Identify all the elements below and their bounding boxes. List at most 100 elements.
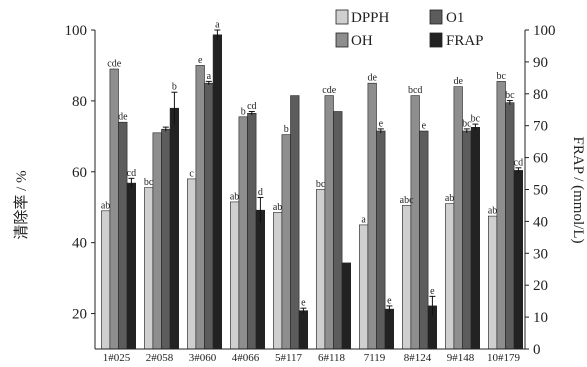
y2-tick-label: 30 bbox=[533, 246, 548, 262]
x-tick-label: 8#124 bbox=[404, 352, 432, 364]
legend-swatch-oh bbox=[335, 32, 349, 48]
sig-label-oh-1: cde bbox=[107, 59, 121, 70]
sig-label-frap-8: e bbox=[430, 286, 435, 297]
sig-label-dpph-10: ab bbox=[488, 206, 497, 217]
bar-dpph-5 bbox=[272, 212, 283, 350]
bar-frap-7 bbox=[384, 308, 395, 350]
sig-label-oh-4: b bbox=[241, 106, 246, 117]
y-tick-label: 40 bbox=[72, 236, 87, 252]
sig-label-oh-7: de bbox=[367, 73, 377, 84]
sig-label-o1-1: de bbox=[118, 112, 128, 123]
x-tick-label: 10#179 bbox=[487, 352, 521, 364]
x-tick-label: 7119 bbox=[364, 352, 386, 364]
y-axis-label: 清除率 / % bbox=[13, 170, 30, 239]
bar-dpph-7 bbox=[358, 224, 369, 350]
bar-dpph-10 bbox=[487, 215, 498, 350]
y2-tick-label: 0 bbox=[533, 342, 541, 358]
sig-label-o1-7: e bbox=[379, 118, 384, 129]
x-tick-label: 5#117 bbox=[275, 352, 303, 364]
bar-o1-7 bbox=[376, 130, 386, 350]
sig-label-oh-6: cde bbox=[322, 85, 336, 96]
y2-tick-label: 100 bbox=[533, 23, 556, 39]
bar-oh-7 bbox=[367, 82, 377, 350]
bar-dpph-9 bbox=[444, 203, 455, 350]
bar-oh-6 bbox=[324, 95, 334, 350]
bar-dpph-6 bbox=[315, 189, 326, 350]
sig-label-oh-3: e bbox=[198, 55, 203, 66]
bar-frap-2 bbox=[169, 107, 180, 350]
bar-o1-4 bbox=[247, 113, 257, 350]
y-tick-label: 20 bbox=[72, 307, 87, 323]
sig-label-oh-5: b bbox=[284, 124, 289, 135]
sig-label-o1-3: a bbox=[207, 71, 212, 82]
bar-o1-5 bbox=[290, 95, 300, 350]
sig-label-dpph-8: abc bbox=[400, 195, 414, 206]
sig-label-frap-4: d bbox=[258, 187, 263, 198]
y2-tick-label: 20 bbox=[533, 278, 548, 294]
bar-o1-10 bbox=[505, 102, 515, 350]
sig-label-frap-7: e bbox=[387, 295, 392, 306]
y2-tick-label: 90 bbox=[533, 55, 548, 71]
x-tick-label: 6#118 bbox=[318, 352, 346, 364]
sig-label-frap-2: b bbox=[172, 82, 177, 93]
bar-o1-8 bbox=[419, 130, 429, 350]
bar-oh-3 bbox=[195, 65, 205, 350]
bar-oh-4 bbox=[238, 116, 248, 350]
axes-layer: 1#025 2#058 3#060 4#066 5#117 6#118 7119 8#124 9… bbox=[65, 23, 556, 364]
y2-tick-label: 60 bbox=[533, 151, 548, 167]
x-tick-label: 3#060 bbox=[189, 352, 217, 364]
sig-label-dpph-2: bc bbox=[144, 177, 154, 188]
sig-label-frap-5: e bbox=[301, 298, 306, 309]
bar-o1-3 bbox=[204, 82, 214, 350]
sig-label-o1-8: e bbox=[422, 121, 427, 132]
sig-label-oh-10: bc bbox=[496, 71, 506, 82]
bar-dpph-4 bbox=[230, 201, 240, 350]
bar-frap-1 bbox=[126, 182, 136, 350]
legend-label-dpph: DPPH bbox=[351, 10, 390, 26]
y-tick-label: 60 bbox=[72, 165, 87, 181]
y-tick-label: 100 bbox=[65, 23, 88, 39]
sig-label-oh-9: de bbox=[453, 76, 463, 87]
bar-o1-2 bbox=[161, 128, 171, 350]
y2-axis-label: FRAP / (mmol/L) bbox=[570, 137, 586, 244]
sig-label-dpph-1: ab bbox=[101, 200, 110, 211]
bar-frap-6 bbox=[341, 262, 352, 350]
sig-label-dpph-4: ab bbox=[230, 191, 239, 202]
bar-frap-4 bbox=[255, 209, 266, 350]
sig-label-frap-9: bc bbox=[471, 114, 481, 125]
sig-label-frap-3: a bbox=[215, 20, 220, 31]
sig-label-frap-10: cd bbox=[514, 157, 523, 168]
legend-swatch-dpph bbox=[335, 9, 349, 25]
legend-swatch-frap bbox=[429, 32, 443, 48]
legend: DPPH OH O1 FRAP bbox=[335, 9, 484, 49]
bar-o1-9 bbox=[462, 130, 472, 350]
bar-dpph-2 bbox=[144, 187, 154, 350]
sig-label-o1-10: bc bbox=[505, 90, 515, 101]
bar-frap-10 bbox=[513, 170, 523, 350]
bar-dpph-3 bbox=[187, 178, 197, 350]
sig-label-o1-4: cd bbox=[247, 101, 256, 112]
bar-oh-2 bbox=[152, 132, 162, 350]
bar-frap-3 bbox=[212, 34, 223, 350]
bar-o1-1 bbox=[118, 121, 128, 350]
y2-tick-label: 80 bbox=[533, 87, 548, 103]
bar-oh-5 bbox=[281, 134, 291, 350]
bar-dpph-8 bbox=[401, 205, 412, 350]
bars-layer bbox=[101, 29, 523, 350]
sig-label-frap-1: cd bbox=[127, 168, 136, 179]
bar-dpph-1 bbox=[101, 210, 111, 350]
x-tick-label: 9#148 bbox=[447, 352, 475, 364]
sig-label-dpph-3: c bbox=[189, 168, 194, 179]
y2-tick-label: 70 bbox=[533, 119, 548, 135]
bar-frap-5 bbox=[298, 310, 309, 350]
sig-label-dpph-9: ab bbox=[445, 193, 454, 204]
y2-tick-label: 50 bbox=[533, 183, 548, 199]
sig-label-dpph-5: ab bbox=[273, 202, 282, 213]
sig-label-o1-9: bc bbox=[462, 118, 472, 129]
y-tick-label: 80 bbox=[72, 94, 87, 110]
bar-o1-6 bbox=[333, 111, 343, 350]
y2-tick-label: 10 bbox=[533, 310, 548, 326]
legend-label-o1: O1 bbox=[446, 10, 464, 26]
